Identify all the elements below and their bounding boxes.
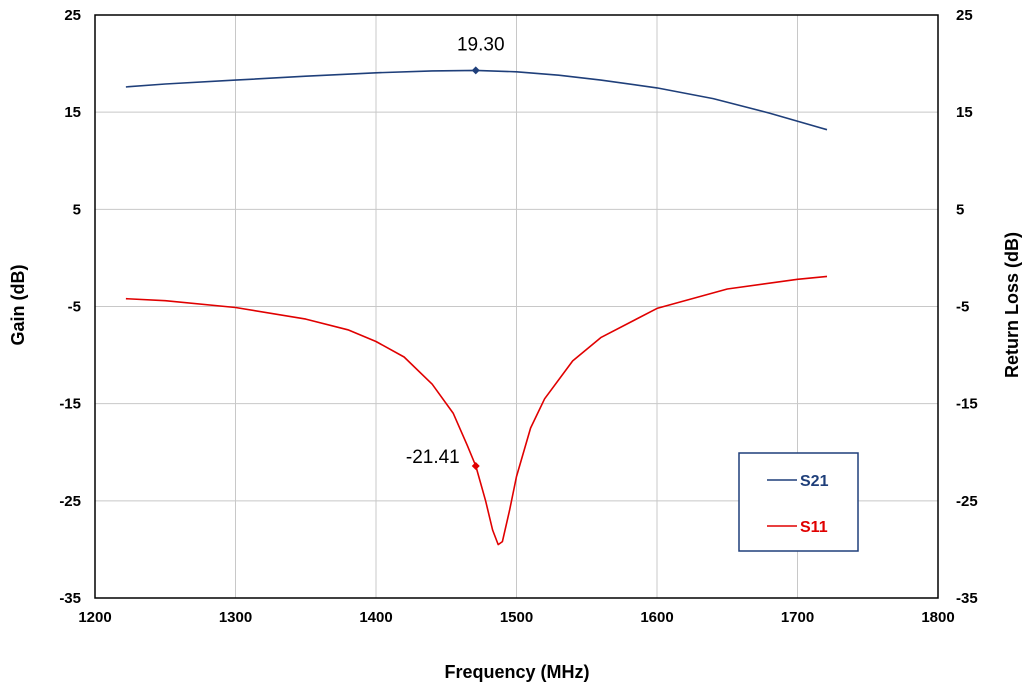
x-axis-title: Frequency (MHz) [444,662,589,682]
x-tick-label: 1400 [359,609,392,626]
y-tick-label: 15 [64,104,81,121]
plot-area-frame [94,14,939,599]
y2-tick-label: -15 [956,396,978,413]
x-tick-label: 1200 [78,609,111,626]
legend-box [738,452,859,552]
legend: S21 S11 [738,452,859,552]
y2-tick-label: -5 [956,299,969,316]
y2-axis-title: Return Loss (dB) [1002,232,1022,378]
series-layer: 19.30 -21.41 [125,34,828,546]
x-tick-label: 1600 [640,609,673,626]
x-tick-label: 1300 [219,609,252,626]
tick-labels: 1200 1300 1400 1500 1600 1700 1800-35-25-15-55… [59,7,977,626]
y-tick-label: -15 [59,396,81,413]
y-tick-label: 5 [73,201,81,218]
series-line-s21 [125,69,828,131]
y-axis-title: Gain (dB) [8,265,28,346]
y2-tick-label: 15 [956,104,973,121]
y2-tick-label: -35 [956,590,978,607]
y-tick-label: -35 [59,590,81,607]
legend-label-s11: S11 [800,519,828,536]
legend-label-s21: S21 [800,473,829,490]
y-tick-label: -5 [68,299,81,316]
marker-s21 [471,66,480,75]
y-tick-label: 25 [64,7,81,24]
y2-tick-label: -25 [956,493,978,510]
x-tick-label: 1700 [781,609,814,626]
marker-s11 [471,461,480,470]
y2-tick-label: 5 [956,201,964,218]
series-line-s11 [125,275,828,546]
y2-tick-label: 25 [956,7,973,24]
y-tick-label: -25 [59,493,81,510]
data-label-s21: 19.30 [457,34,505,55]
x-tick-label: 1500 [500,609,533,626]
data-label-s11: -21.41 [406,447,460,468]
x-tick-label: 1800 [921,609,954,626]
